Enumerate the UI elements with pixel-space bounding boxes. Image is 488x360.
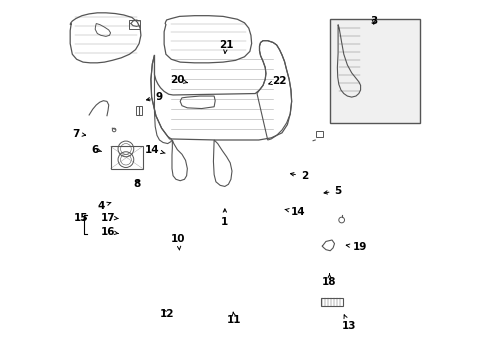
- Text: 21: 21: [218, 40, 233, 53]
- Text: 14: 14: [145, 145, 165, 155]
- Bar: [135, 106, 142, 115]
- Text: 8: 8: [133, 179, 141, 189]
- Bar: [315, 131, 323, 137]
- Text: 15: 15: [74, 212, 88, 222]
- Text: 20: 20: [170, 75, 187, 85]
- Text: 17: 17: [101, 212, 118, 222]
- Text: 6: 6: [91, 145, 102, 155]
- Text: 2: 2: [290, 171, 307, 181]
- Bar: [110, 147, 142, 168]
- Bar: [329, 19, 419, 123]
- Text: 22: 22: [268, 76, 286, 86]
- Bar: [321, 298, 342, 306]
- Text: 19: 19: [346, 242, 366, 252]
- Text: 18: 18: [322, 274, 336, 287]
- Text: 5: 5: [324, 186, 341, 196]
- Text: 13: 13: [341, 315, 355, 331]
- Text: 16: 16: [101, 227, 118, 237]
- Text: 7: 7: [72, 129, 85, 139]
- Text: 10: 10: [171, 234, 185, 250]
- Text: 12: 12: [159, 309, 174, 319]
- Text: 9: 9: [146, 92, 163, 102]
- Text: 3: 3: [369, 16, 377, 26]
- Text: 14: 14: [285, 207, 305, 217]
- Bar: [129, 20, 140, 29]
- Text: 1: 1: [221, 209, 228, 227]
- Text: 4: 4: [98, 201, 111, 211]
- Text: 11: 11: [227, 312, 241, 325]
